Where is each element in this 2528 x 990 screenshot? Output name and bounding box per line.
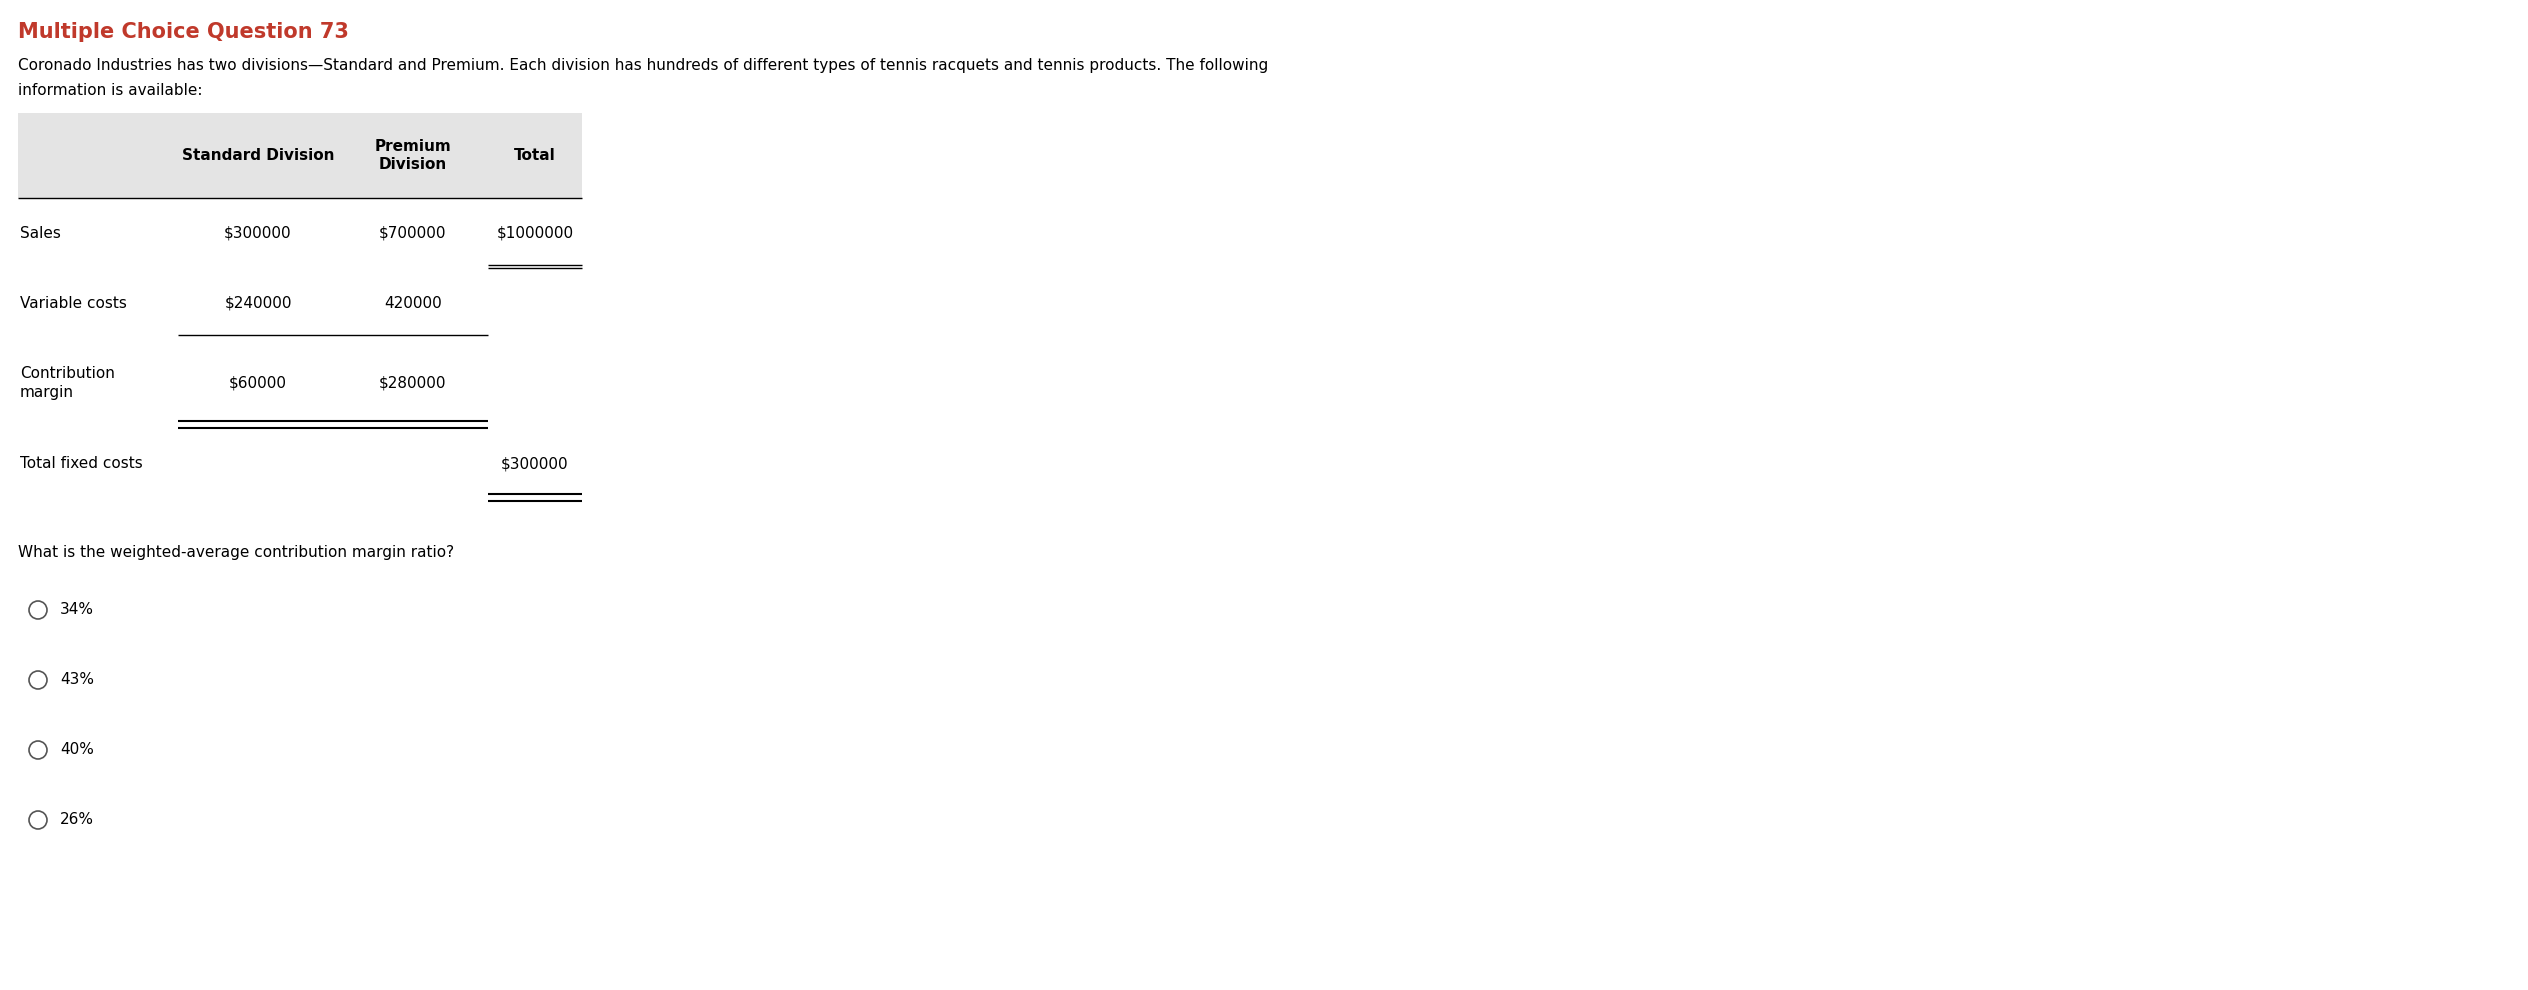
Text: 34%: 34%: [61, 603, 94, 618]
Text: 40%: 40%: [61, 742, 94, 757]
Text: What is the weighted-average contribution margin ratio?: What is the weighted-average contributio…: [18, 545, 455, 560]
Text: Total: Total: [513, 148, 556, 163]
Text: $1000000: $1000000: [495, 226, 574, 241]
Text: Variable costs: Variable costs: [20, 295, 126, 311]
Text: Total fixed costs: Total fixed costs: [20, 456, 142, 471]
Text: $300000: $300000: [501, 456, 569, 471]
Text: $700000: $700000: [379, 226, 447, 241]
Text: Premium
Division: Premium Division: [374, 139, 453, 172]
Text: Contribution
margin: Contribution margin: [20, 366, 114, 400]
Text: Coronado Industries has two divisions—Standard and Premium. Each division has hu: Coronado Industries has two divisions—St…: [18, 58, 1269, 73]
Text: $300000: $300000: [225, 226, 291, 241]
Text: $280000: $280000: [379, 375, 447, 390]
Text: $240000: $240000: [225, 295, 291, 311]
Text: $60000: $60000: [230, 375, 288, 390]
Text: Sales: Sales: [20, 226, 61, 241]
Text: 43%: 43%: [61, 672, 94, 687]
Text: information is available:: information is available:: [18, 83, 202, 98]
Text: 26%: 26%: [61, 813, 94, 828]
Text: 420000: 420000: [384, 295, 442, 311]
Text: Multiple Choice Question 73: Multiple Choice Question 73: [18, 22, 349, 42]
Text: Standard Division: Standard Division: [182, 148, 334, 163]
